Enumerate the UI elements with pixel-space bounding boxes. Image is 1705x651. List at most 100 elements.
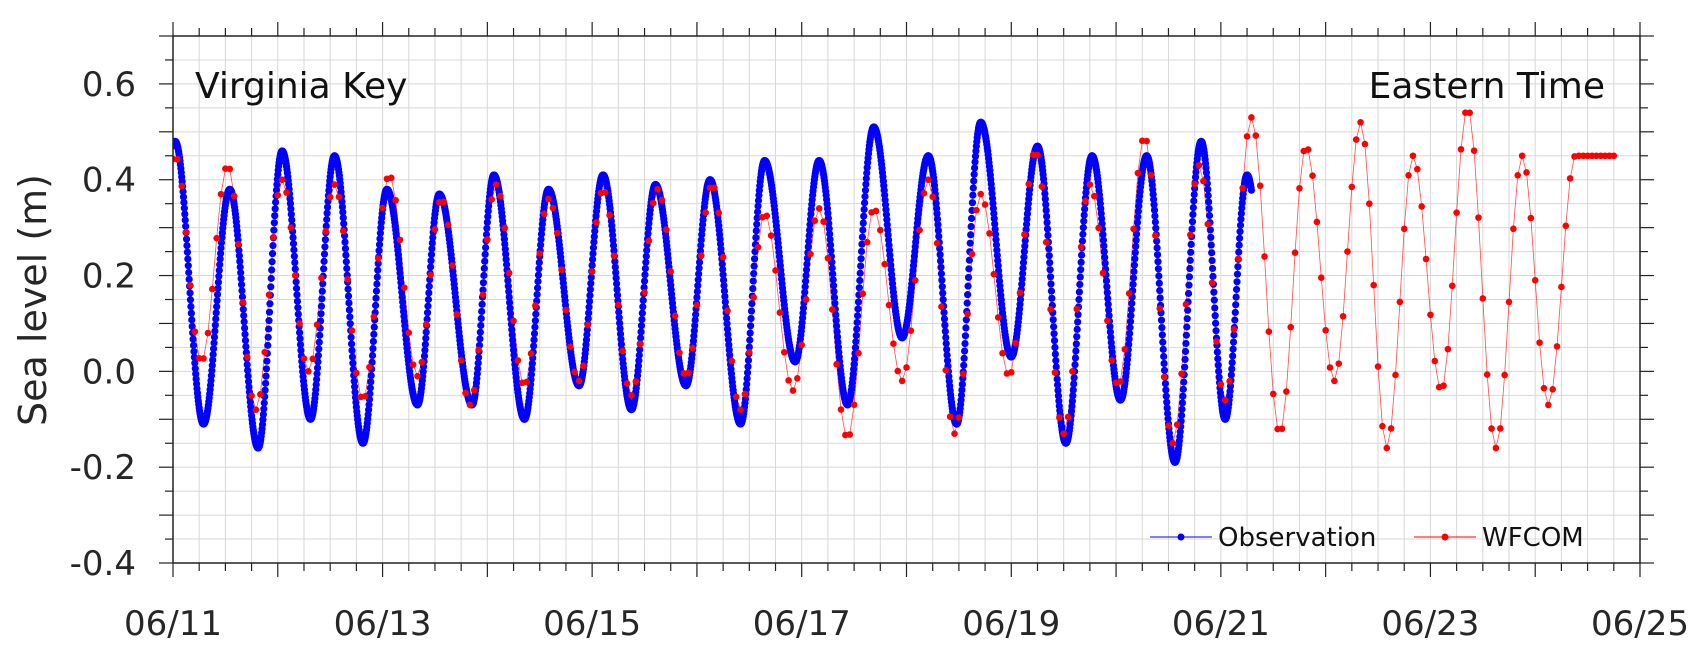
- observation-point: [291, 258, 299, 267]
- wfcom-point: [654, 186, 661, 193]
- observation-point: [423, 315, 431, 323]
- observation-point: [754, 202, 762, 210]
- observation-point: [1077, 251, 1086, 259]
- observation-point: [825, 224, 833, 233]
- observation-point: [857, 262, 865, 270]
- observation-point: [693, 293, 701, 301]
- wfcom-point: [174, 155, 181, 163]
- wfcom-point: [785, 377, 792, 384]
- observation-point: [937, 263, 945, 271]
- observation-point: [481, 250, 489, 258]
- observation-point: [210, 333, 219, 341]
- wfcom-point: [968, 250, 976, 258]
- observation-point: [319, 280, 327, 288]
- observation-point: [1021, 242, 1029, 250]
- wfcom-point: [492, 181, 500, 188]
- observation-point: [1043, 225, 1052, 233]
- wfcom-point: [1248, 114, 1255, 121]
- observation-point: [965, 265, 973, 273]
- observation-point: [1068, 402, 1076, 410]
- observation-point: [339, 214, 347, 222]
- observation-point: [694, 282, 702, 290]
- observation-point: [1106, 328, 1114, 336]
- observation-point: [1047, 280, 1055, 288]
- observation-point: [292, 278, 300, 286]
- observation-point: [317, 310, 325, 318]
- wfcom-point: [1518, 152, 1526, 160]
- observation-point: [505, 288, 513, 296]
- observation-point: [719, 265, 727, 273]
- observation-point: [1126, 318, 1135, 326]
- observation-point: [1202, 169, 1211, 177]
- observation-point: [643, 246, 651, 254]
- observation-point: [1179, 392, 1187, 400]
- wfcom-point: [645, 237, 653, 245]
- wfcom-point: [619, 347, 627, 355]
- wfcom-point: [1169, 439, 1177, 447]
- observation-point: [1229, 345, 1237, 353]
- observation-point: [861, 186, 870, 194]
- observation-point: [296, 340, 305, 349]
- observation-point: [805, 226, 814, 234]
- observation-point: [421, 346, 429, 354]
- observation-point: [1126, 329, 1134, 337]
- observation-point: [1073, 325, 1081, 333]
- wfcom-point: [885, 301, 893, 309]
- wfcom-point: [1331, 377, 1338, 385]
- observation-point: [943, 351, 951, 359]
- observation-point: [644, 229, 652, 238]
- observation-point: [244, 377, 253, 386]
- wfcom-point: [737, 406, 744, 413]
- observation-point: [967, 222, 975, 231]
- observation-point: [238, 293, 247, 301]
- wfcom-point: [1427, 311, 1434, 319]
- observation-point: [1185, 273, 1194, 281]
- wfcom-point: [606, 211, 613, 219]
- wfcom-point: [942, 366, 950, 374]
- observation-point: [1229, 338, 1238, 346]
- wfcom-point: [1038, 183, 1046, 190]
- observation-point: [265, 317, 273, 325]
- wfcom-point: [1056, 414, 1063, 421]
- observation-point: [850, 355, 859, 363]
- wfcom-point: [505, 269, 513, 277]
- observation-point: [320, 250, 329, 258]
- wfcom-point: [728, 357, 736, 365]
- observation-point: [1234, 263, 1242, 271]
- observation-point: [861, 192, 869, 201]
- observation-point: [1103, 289, 1111, 297]
- observation-point: [1160, 366, 1169, 374]
- observation-point: [1047, 287, 1056, 295]
- wfcom-point: [1523, 169, 1530, 176]
- observation-point: [482, 243, 490, 252]
- wfcom-point: [990, 270, 998, 278]
- observation-point: [506, 309, 515, 318]
- wfcom-point: [855, 349, 862, 357]
- observation-point: [691, 316, 699, 324]
- observation-point: [314, 358, 322, 366]
- observation-point: [1230, 331, 1238, 339]
- observation-point: [970, 177, 978, 185]
- observation-point: [186, 289, 194, 297]
- observation-point: [267, 274, 275, 282]
- observation-point: [637, 328, 645, 336]
- observation-point: [963, 299, 971, 307]
- wfcom-point: [724, 307, 731, 314]
- observation-point: [806, 221, 814, 229]
- observation-point: [531, 317, 539, 325]
- observation-point: [348, 346, 356, 355]
- wfcom-point: [929, 193, 936, 201]
- observation-point: [941, 321, 949, 329]
- observation-point: [241, 324, 249, 332]
- observation-point: [266, 300, 274, 308]
- observation-point: [1019, 259, 1028, 267]
- wfcom-point: [1396, 298, 1404, 306]
- observation-point: [237, 269, 245, 277]
- observation-point: [641, 271, 649, 279]
- x-axis-tick-labels: 06/11 06/13 06/15 06/17 06/19 06/21 06/23 06/25: [124, 604, 1689, 644]
- wfcom-point: [1610, 152, 1618, 160]
- wfcom-point: [1374, 363, 1382, 370]
- observation-point: [374, 259, 382, 268]
- observation-point: [1152, 224, 1160, 232]
- observation-point: [1184, 306, 1192, 314]
